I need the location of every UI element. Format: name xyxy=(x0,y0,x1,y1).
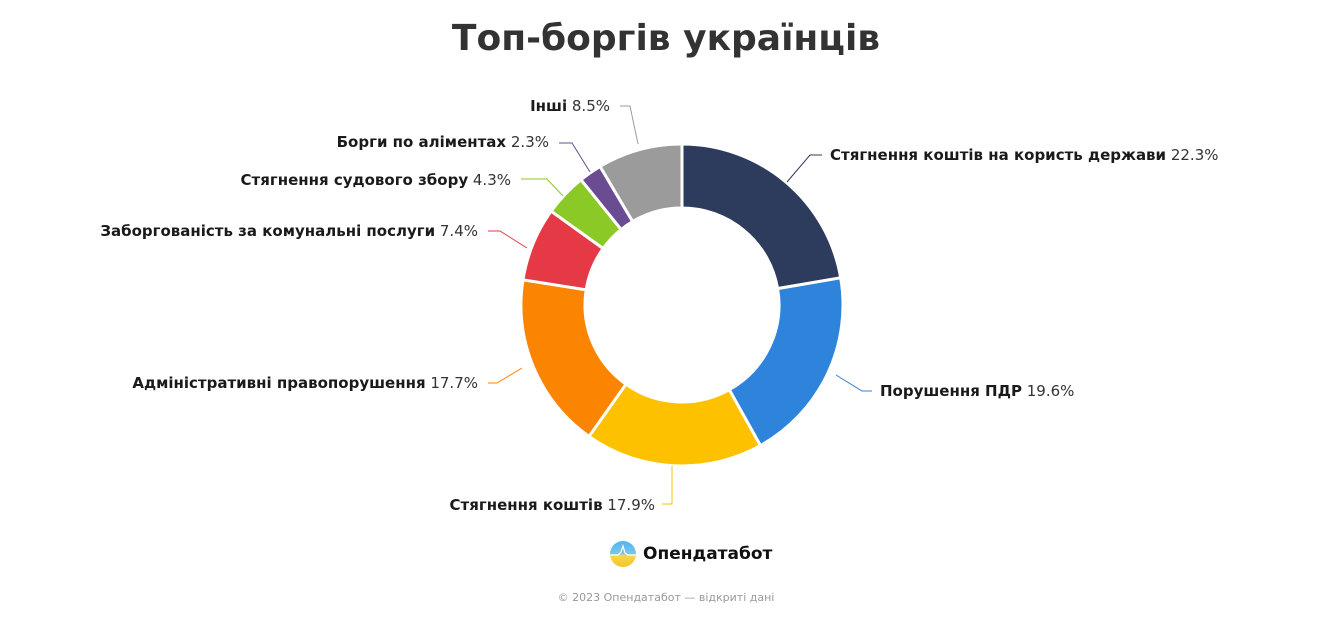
brand-name: Опендатабот xyxy=(643,544,773,564)
slice-label-name: Борги по аліментах xyxy=(336,133,507,151)
leader-line xyxy=(488,230,528,249)
slice-label-name: Стягнення коштів на користь держави xyxy=(830,146,1167,164)
leader-line xyxy=(662,466,673,505)
donut-slice xyxy=(598,142,684,224)
slice-label-name: Інші xyxy=(530,97,568,115)
slice-label-value: 22.3% xyxy=(1166,146,1219,164)
slice-label-value: 4.3% xyxy=(468,171,511,189)
slice-label-name: Адміністративні правопорушення xyxy=(132,374,426,392)
leader-line xyxy=(786,154,822,183)
opendatabot-logo-icon xyxy=(610,541,636,567)
slice-label-value: 8.5% xyxy=(567,97,610,115)
slice-label: Заборгованість за комунальні послуги 7.4… xyxy=(100,222,478,240)
slice-label: Стягнення судового збору 4.3% xyxy=(241,171,511,189)
slice-label-value: 17.9% xyxy=(602,496,655,514)
slice-label: Порушення ПДР 19.6% xyxy=(880,382,1074,400)
slice-label-value: 17.7% xyxy=(425,374,478,392)
leader-line xyxy=(559,142,591,173)
donut-slice xyxy=(680,142,843,291)
leader-line xyxy=(521,178,564,197)
footer: © 2023 Опендатабот — відкриті дані xyxy=(557,591,775,604)
brand: Опендатабот xyxy=(609,540,772,568)
leader-line xyxy=(835,374,872,392)
slice-label: Борги по аліментах 2.3% xyxy=(337,133,549,151)
leader-line xyxy=(488,367,523,384)
chart-title: Топ-боргів українців xyxy=(451,18,881,59)
slice-label-value: 7.4% xyxy=(435,222,478,240)
slice-label: Стягнення коштів 17.9% xyxy=(450,496,655,514)
leader-line xyxy=(620,105,639,145)
slice-label: Інші 8.5% xyxy=(530,97,610,115)
slice-label-value: 19.6% xyxy=(1021,382,1075,400)
slice-label-name: Стягнення коштів xyxy=(449,496,603,514)
slice-label: Адміністративні правопорушення 17.7% xyxy=(132,374,478,392)
slice-label-name: Стягнення судового збору xyxy=(240,171,469,189)
slice-label-name: Порушення ПДР xyxy=(880,382,1022,400)
slice-label-name: Заборгованість за комунальні послуги xyxy=(100,222,436,240)
slice-label-value: 2.3% xyxy=(506,133,549,151)
slice-label: Стягнення коштів на користь держави 22.3… xyxy=(830,146,1219,164)
